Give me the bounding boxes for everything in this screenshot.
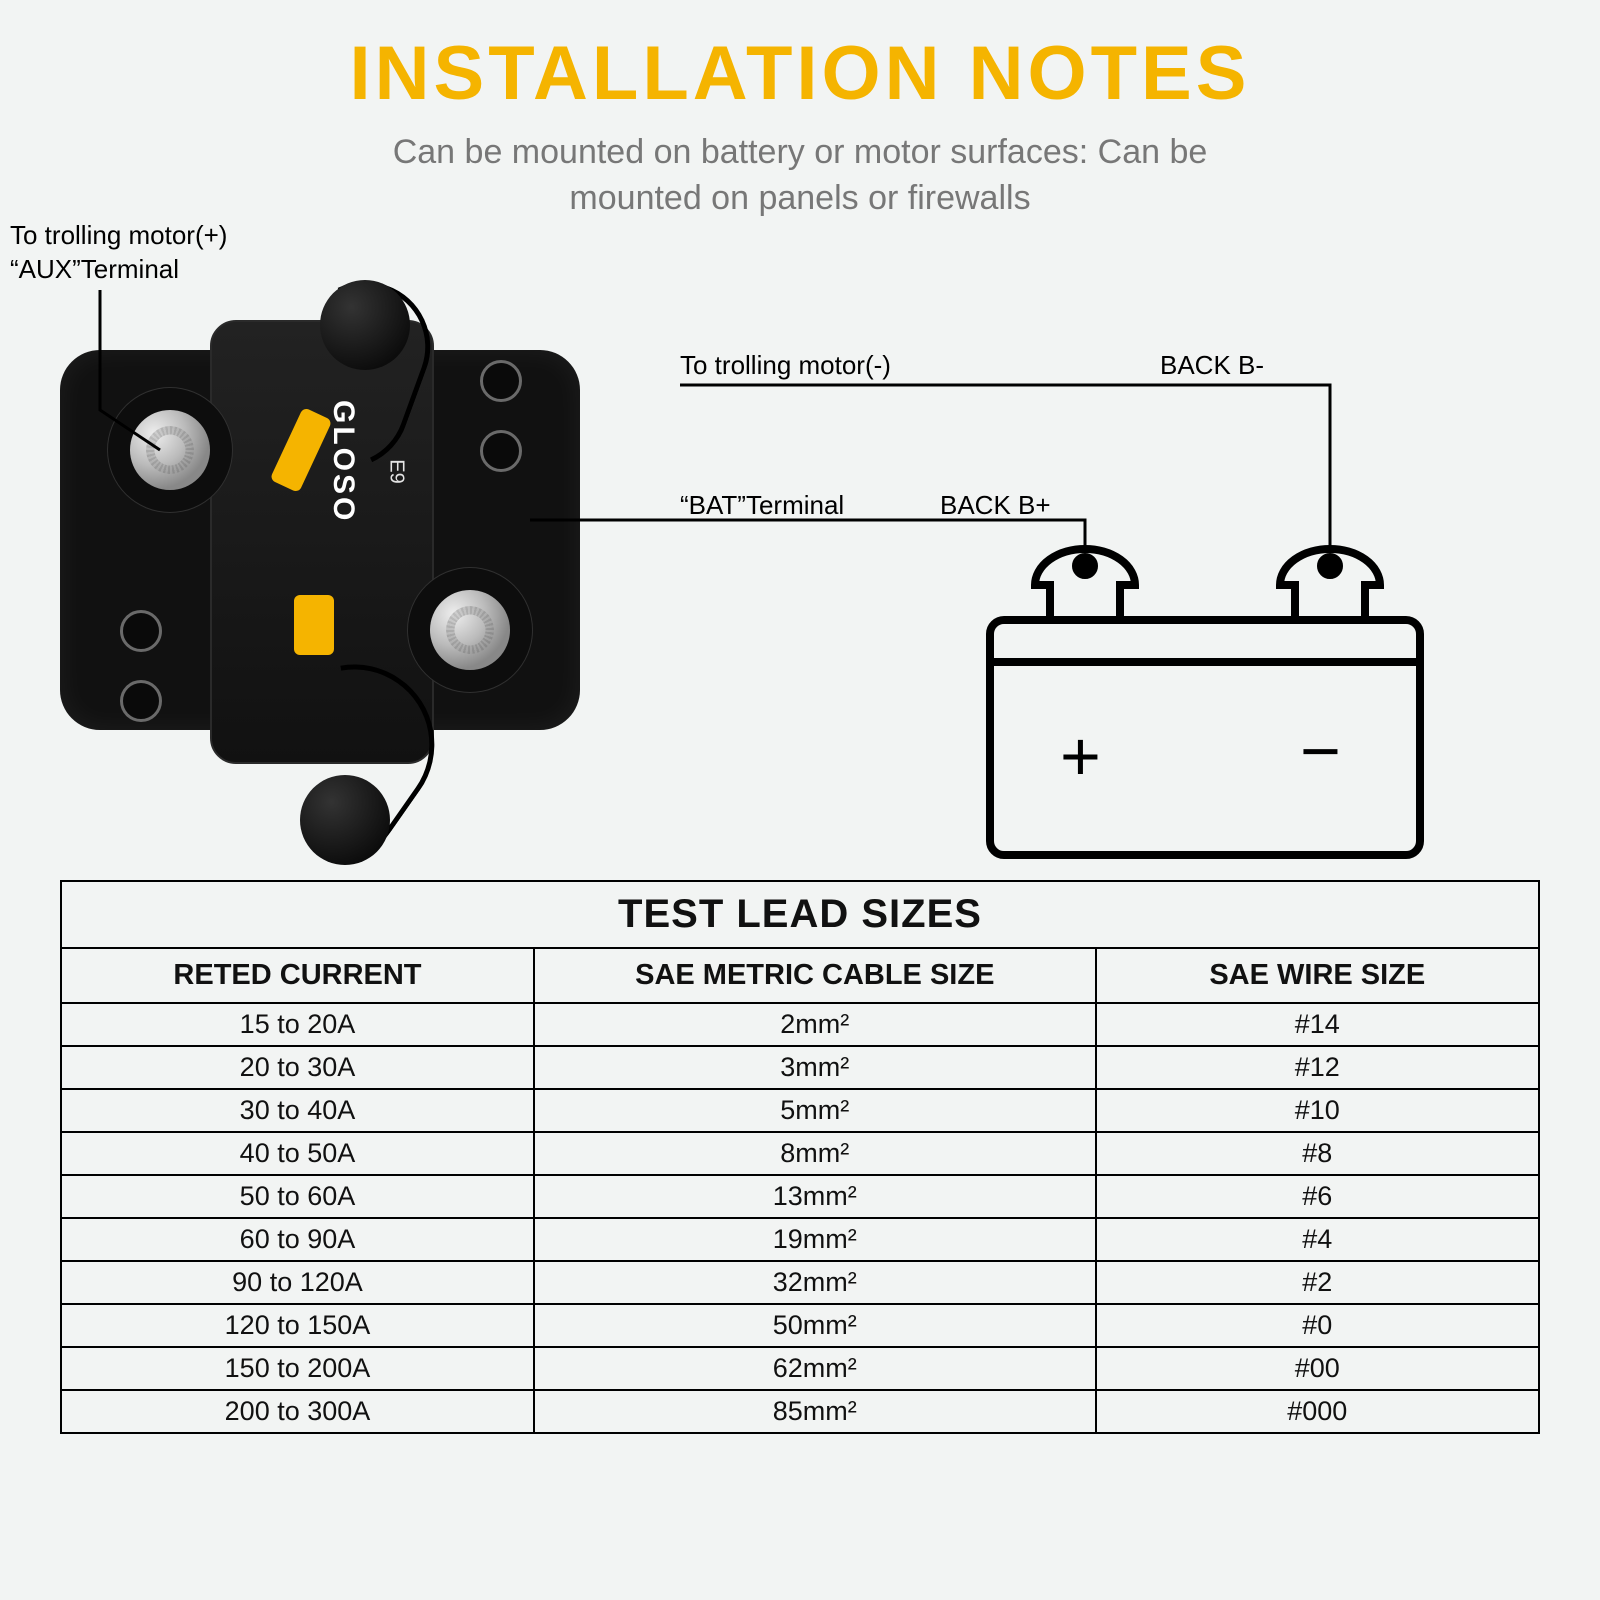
table-row: 30 to 40A5mm²#10 — [61, 1089, 1539, 1132]
table-cell: 150 to 200A — [61, 1347, 534, 1390]
lead-size-table: TEST LEAD SIZES RETED CURRENT SAE METRIC… — [60, 880, 1540, 1434]
table-cell: 85mm² — [534, 1390, 1096, 1433]
table-cell: #14 — [1096, 1003, 1539, 1046]
table-cell: 5mm² — [534, 1089, 1096, 1132]
table-cell: 200 to 300A — [61, 1390, 534, 1433]
wiring-diagram: To trolling motor(+) “AUX”Terminal To tr… — [0, 220, 1600, 860]
table-row: 40 to 50A8mm²#8 — [61, 1132, 1539, 1175]
table-row: 90 to 120A32mm²#2 — [61, 1261, 1539, 1304]
table-cell: 13mm² — [534, 1175, 1096, 1218]
table-cell: #0 — [1096, 1304, 1539, 1347]
table-cell: 3mm² — [534, 1046, 1096, 1089]
page-title: INSTALLATION NOTES — [0, 30, 1600, 117]
table-cell: 120 to 150A — [61, 1304, 534, 1347]
table-cell: 50 to 60A — [61, 1175, 534, 1218]
table-row: 200 to 300A85mm²#000 — [61, 1390, 1539, 1433]
table-row: 60 to 90A19mm²#4 — [61, 1218, 1539, 1261]
table-cell: #6 — [1096, 1175, 1539, 1218]
col-rated-current: RETED CURRENT — [61, 948, 534, 1003]
table-cell: 32mm² — [534, 1261, 1096, 1304]
wiring-lines-icon: + − — [0, 220, 1600, 860]
table-cell: 90 to 120A — [61, 1261, 534, 1304]
table-cell: 60 to 90A — [61, 1218, 534, 1261]
table-cell: 62mm² — [534, 1347, 1096, 1390]
table-cell: 19mm² — [534, 1218, 1096, 1261]
page-subtitle: Can be mounted on battery or motor surfa… — [0, 130, 1600, 222]
col-metric-cable: SAE METRIC CABLE SIZE — [534, 948, 1096, 1003]
table-row: 15 to 20A2mm²#14 — [61, 1003, 1539, 1046]
table-cell: #8 — [1096, 1132, 1539, 1175]
table-cell: #4 — [1096, 1218, 1539, 1261]
table-cell: #00 — [1096, 1347, 1539, 1390]
table-cell: 15 to 20A — [61, 1003, 534, 1046]
col-wire-size: SAE WIRE SIZE — [1096, 948, 1539, 1003]
table-cell: 50mm² — [534, 1304, 1096, 1347]
table-cell: #000 — [1096, 1390, 1539, 1433]
table-row: 20 to 30A3mm²#12 — [61, 1046, 1539, 1089]
table-cell: 20 to 30A — [61, 1046, 534, 1089]
table-row: 120 to 150A50mm²#0 — [61, 1304, 1539, 1347]
table-cell: 8mm² — [534, 1132, 1096, 1175]
table-cell: #12 — [1096, 1046, 1539, 1089]
table-row: 50 to 60A13mm²#6 — [61, 1175, 1539, 1218]
table-row: 150 to 200A62mm²#00 — [61, 1347, 1539, 1390]
table-cell: 2mm² — [534, 1003, 1096, 1046]
table-cell: 30 to 40A — [61, 1089, 534, 1132]
table-title: TEST LEAD SIZES — [61, 881, 1539, 948]
battery-minus-icon: − — [1300, 712, 1341, 790]
table-cell: #10 — [1096, 1089, 1539, 1132]
table-cell: 40 to 50A — [61, 1132, 534, 1175]
battery-plus-icon: + — [1060, 717, 1101, 795]
table-cell: #2 — [1096, 1261, 1539, 1304]
